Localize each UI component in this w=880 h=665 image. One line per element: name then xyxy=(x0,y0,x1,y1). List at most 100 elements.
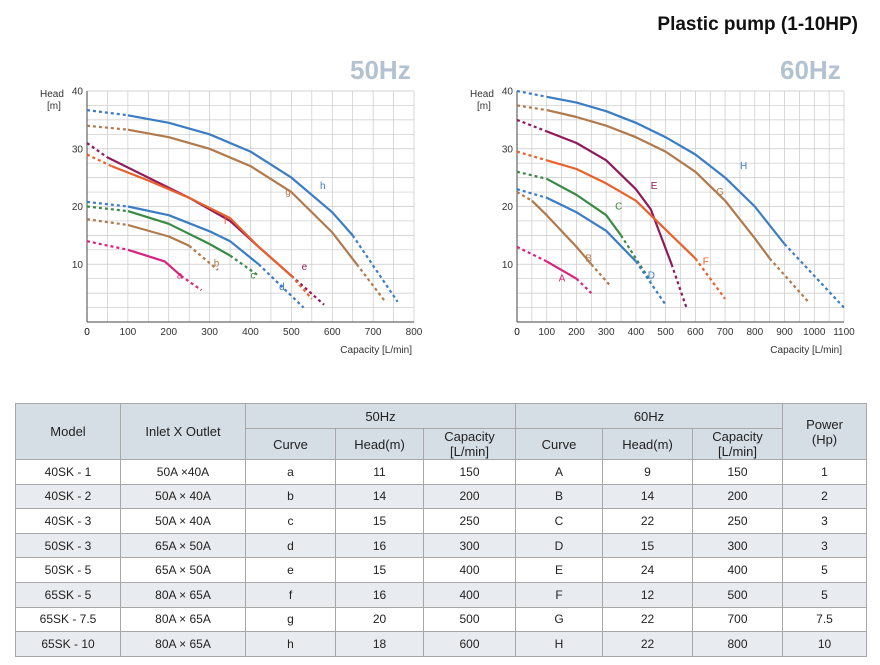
header-power-unit: (Hp) xyxy=(811,431,838,447)
table-row: 65SK - 10 80A × 65A h 18 600 H 22 800 10 xyxy=(15,631,867,657)
chart-title-50hz: 50Hz xyxy=(350,55,411,85)
curve-g-start xyxy=(86,124,129,131)
y-tick-label: 10 xyxy=(502,260,514,271)
curve-h-start xyxy=(86,109,129,117)
cell-inlet-outlet: 65A × 50A xyxy=(120,532,246,559)
cell-inlet-outlet: 50A × 40A xyxy=(120,508,246,534)
cell-head-60hz: 24 xyxy=(602,557,693,583)
curve-b xyxy=(86,218,219,271)
x-tick-label: 300 xyxy=(201,327,218,338)
y-axis-label: Head xyxy=(40,89,64,100)
table-row: 40SK - 1 50A ×40A a 11 150 A 9 150 1 xyxy=(15,459,867,485)
curve-A-end xyxy=(575,277,593,294)
x-tick-label: 0 xyxy=(514,327,520,338)
x-tick-label: 200 xyxy=(160,327,177,338)
curve-label-b: b xyxy=(214,259,220,270)
curve-c-solid xyxy=(127,210,231,257)
cell-curve-60hz: F xyxy=(515,581,603,608)
cell-capacity-50hz: 300 xyxy=(423,532,516,559)
curve-label-G: G xyxy=(716,187,724,198)
curve-label-a: a xyxy=(177,271,183,282)
curve-f-end xyxy=(290,275,313,300)
cell-head-60hz: 22 xyxy=(602,508,693,534)
cell-capacity-50hz: 600 xyxy=(423,631,516,657)
cell-capacity-50hz: 200 xyxy=(423,483,516,510)
y-axis-unit: [m] xyxy=(47,101,61,112)
curve-label-e: e xyxy=(302,262,308,273)
curve-D-solid xyxy=(546,196,637,263)
chart-50hz: 0 100 200 300 400 500 600 700 800102030400Head[m… xyxy=(40,87,423,357)
curve-G xyxy=(516,104,810,303)
cell-capacity-60hz: 250 xyxy=(692,508,783,534)
y-tick-label: 40 xyxy=(502,87,514,98)
cell-head-50hz: 16 xyxy=(335,532,424,559)
curve-F-solid xyxy=(546,159,697,260)
curve-e-start xyxy=(86,142,109,159)
cell-head-60hz: 15 xyxy=(602,532,693,559)
curve-B-solid xyxy=(531,199,593,266)
table-row: 65SK - 5 80A × 65A f 16 400 F 12 500 5 xyxy=(15,581,867,608)
header-head-60: Head(m) xyxy=(602,428,693,460)
header-curve-60: Curve xyxy=(515,428,603,460)
curve-E-end xyxy=(670,263,688,308)
x-tick-label: 0 xyxy=(84,327,90,338)
curve-H xyxy=(516,89,845,309)
x-tick-label: 500 xyxy=(657,327,674,338)
cell-head-50hz: 16 xyxy=(335,581,424,608)
y-tick-label: 30 xyxy=(72,144,84,155)
x-axis-label: Capacity [L/min] xyxy=(340,345,412,356)
grid xyxy=(516,90,845,323)
cell-inlet-outlet: 80A × 65A xyxy=(120,581,246,608)
header-inlet-outlet: Inlet X Outlet xyxy=(120,403,246,460)
x-tick-label: 500 xyxy=(283,327,300,338)
cell-model: 40SK - 1 xyxy=(15,459,121,485)
cell-curve-60hz: G xyxy=(515,606,603,633)
curve-b-solid xyxy=(127,223,190,247)
cell-curve-50hz: d xyxy=(245,532,336,559)
cell-power: 1 xyxy=(782,459,867,485)
curve-f-start xyxy=(86,153,112,168)
cell-power: 7.5 xyxy=(782,606,867,633)
cell-curve-60hz: C xyxy=(515,508,603,534)
cell-head-50hz: 11 xyxy=(335,459,424,485)
curve-G-start xyxy=(516,104,547,112)
x-tick-label: 800 xyxy=(406,327,423,338)
cell-head-50hz: 18 xyxy=(335,631,424,657)
x-tick-label: 600 xyxy=(687,327,704,338)
header-50hz: 50Hz xyxy=(245,403,516,429)
curve-B-end xyxy=(590,263,611,286)
curve-label-D: D xyxy=(648,271,655,282)
curve-F-start xyxy=(516,150,548,162)
curve-f xyxy=(86,153,313,300)
grid xyxy=(86,90,415,323)
header-power: Power (Hp) xyxy=(782,403,867,460)
cell-power: 5 xyxy=(782,557,867,583)
cell-capacity-60hz: 700 xyxy=(692,606,783,633)
cell-head-60hz: 12 xyxy=(602,581,693,608)
cell-head-50hz: 14 xyxy=(335,483,424,510)
cell-curve-50hz: f xyxy=(245,581,336,608)
curve-h-end xyxy=(351,234,399,303)
curve-d-solid xyxy=(127,205,260,266)
page-title: Plastic pump (1-10HP) xyxy=(657,14,858,35)
cell-capacity-50hz: 150 xyxy=(423,459,516,485)
cell-capacity-50hz: 400 xyxy=(423,557,516,583)
chart-60hz: 0 100 200 300 400 500 600 700 800 900 1000 1100 10 20… xyxy=(470,87,855,357)
cell-curve-60hz: D xyxy=(515,532,603,559)
header-head-50: Head(m) xyxy=(335,428,424,460)
cell-model: 40SK - 2 xyxy=(15,483,121,510)
chart-title-60hz: 60Hz xyxy=(780,55,841,85)
curve-a xyxy=(86,240,203,292)
cell-model: 65SK - 10 xyxy=(15,631,121,657)
header-capacity-60: Capacity [L/min] xyxy=(692,428,783,460)
curve-E-solid xyxy=(546,130,673,265)
cell-curve-50hz: g xyxy=(245,606,336,633)
x-tick-label: 100 xyxy=(120,327,137,338)
curve-h xyxy=(86,109,399,303)
x-tick-label: 1000 xyxy=(803,327,826,338)
curve-d-end xyxy=(257,263,305,309)
y-axis-label: Head xyxy=(470,89,494,100)
x-tick-label: 0 xyxy=(84,327,90,338)
x-tick-label: 200 xyxy=(568,327,585,338)
curve-a-start xyxy=(86,240,129,251)
